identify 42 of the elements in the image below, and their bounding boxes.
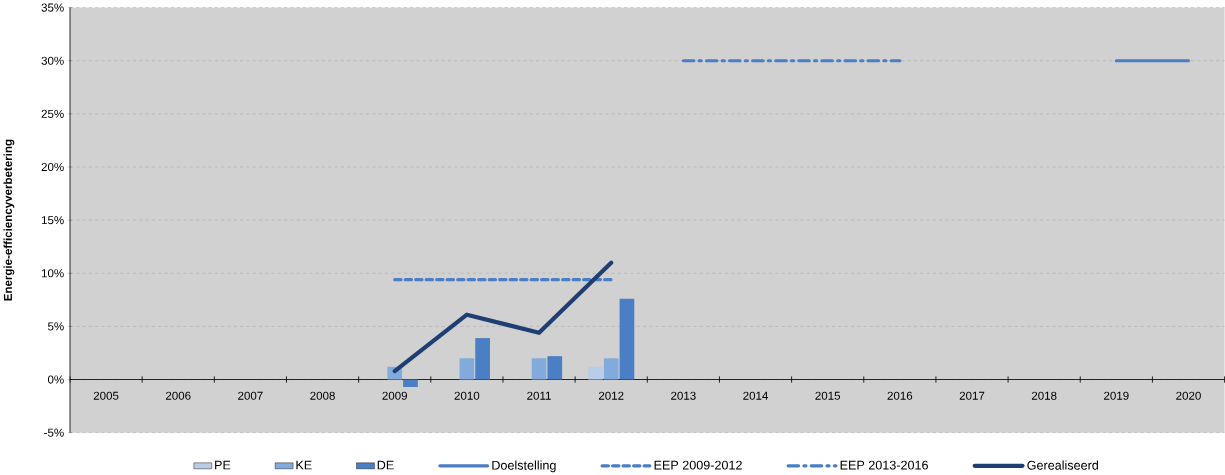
bar xyxy=(603,358,619,380)
y-tick-label: -5% xyxy=(44,428,64,437)
bar xyxy=(459,358,475,380)
bar xyxy=(588,366,603,380)
legend-label: PE xyxy=(215,460,231,470)
y-tick-label: 5% xyxy=(47,322,64,331)
x-tick-label: 2010 xyxy=(454,391,480,400)
y-axis-title: Energie-efficiencyverbetering xyxy=(3,139,15,301)
x-tick-label: 2018 xyxy=(1031,391,1057,400)
x-tick-label: 2008 xyxy=(310,391,335,400)
legend-label: Doelstelling xyxy=(492,460,556,473)
legend-label: EEP 2013-2016 xyxy=(840,460,928,470)
y-tick-label: 15% xyxy=(41,215,64,225)
x-tick-label: 2005 xyxy=(93,391,119,400)
x-tick-label: 2020 xyxy=(1176,391,1201,400)
x-tick-label: 2019 xyxy=(1104,391,1129,400)
x-tick-label: 2011 xyxy=(527,391,551,400)
bar xyxy=(531,358,547,380)
x-tick-label: 2016 xyxy=(887,391,913,400)
y-tick-label: 35% xyxy=(41,3,64,12)
bar xyxy=(547,355,563,380)
x-tick-label: 2017 xyxy=(959,391,985,400)
y-tick-label: 30% xyxy=(41,56,64,65)
legend-label: DE xyxy=(377,460,394,470)
x-tick-label: 2013 xyxy=(671,391,696,400)
legend-label: EEP 2009-2012 xyxy=(654,460,742,470)
y-tick-label: 25% xyxy=(41,109,64,118)
y-tick-label: 0% xyxy=(47,375,64,384)
x-tick-label: 2009 xyxy=(382,391,408,400)
x-tick-label: 2006 xyxy=(165,391,191,400)
line-series xyxy=(392,260,614,373)
x-tick-label: 2014 xyxy=(743,391,769,400)
legend-label: Gerealiseerd xyxy=(1027,460,1098,470)
x-tick-label: 2007 xyxy=(238,391,263,400)
legend-label: KE xyxy=(296,460,312,470)
bar xyxy=(475,337,490,380)
bar xyxy=(403,379,418,387)
x-tick-label: 2015 xyxy=(815,391,841,400)
y-tick-label: 20% xyxy=(41,162,64,171)
x-tick-label: 2012 xyxy=(598,391,624,400)
bar xyxy=(619,298,635,380)
y-tick-label: 10% xyxy=(41,269,64,278)
